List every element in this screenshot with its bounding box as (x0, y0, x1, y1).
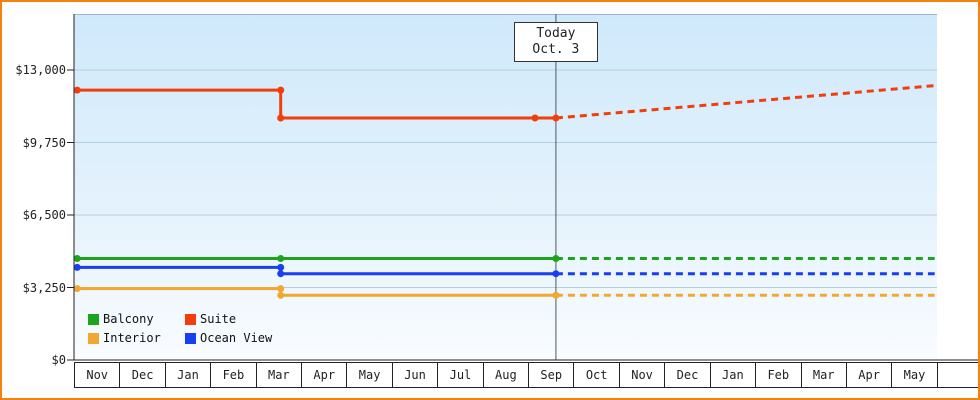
today-marker-line1: Today (536, 26, 576, 41)
x-axis-month-label: Feb (211, 363, 257, 387)
data-point-balcony (73, 255, 81, 262)
legend-color-swatch (88, 332, 99, 344)
legend-label: Balcony (103, 312, 154, 326)
legend-color-swatch (185, 313, 196, 325)
x-axis: Nov Dec Jan Feb Mar Apr May Jun Jul Aug Sep Oct Nov D… (74, 362, 978, 388)
x-axis-month-label: May (892, 363, 938, 387)
data-point-ocean-view (277, 263, 285, 271)
x-axis-month-label: Dec (120, 363, 166, 387)
x-axis-month-label: Dec (665, 363, 711, 387)
legend-item: Ocean View (185, 331, 272, 345)
x-axis-month-label: Mar (257, 363, 303, 387)
series-projection-suite (555, 84, 935, 120)
data-point-suite (277, 86, 285, 94)
x-axis-month-label: Apr (302, 363, 348, 387)
x-axis-month-label: Feb (756, 363, 802, 387)
y-axis-label: $3,250 (22, 280, 66, 295)
x-axis-month-label: Mar (802, 363, 847, 387)
legend-label: Interior (103, 331, 161, 345)
y-axis-label: $0 (51, 353, 66, 367)
x-axis-month-label: Nov (620, 363, 666, 387)
x-axis-month-label: Jul (438, 363, 484, 387)
legend-color-swatch (88, 313, 99, 325)
y-axis-label: $9,750 (22, 135, 66, 150)
data-point-balcony (277, 255, 285, 262)
data-point-suite (277, 114, 285, 122)
data-point-ocean-view (73, 263, 81, 271)
legend-label: Suite (200, 312, 237, 326)
y-axis-label: $6,500 (22, 208, 66, 222)
x-axis-empty-cell (938, 363, 978, 387)
data-point-interior (277, 291, 285, 299)
legend-item: Suite (185, 312, 272, 326)
data-point-ocean-view (552, 270, 560, 278)
legend-item: Interior (88, 331, 185, 345)
legend-label: Ocean View (200, 331, 273, 345)
x-axis-month-label: May (347, 363, 393, 387)
series-line-suite (77, 88, 556, 120)
series-line-interior (77, 287, 556, 297)
data-point-interior (73, 285, 81, 293)
x-axis-month-label: Apr (847, 363, 893, 387)
legend-color-swatch (185, 332, 196, 344)
data-point-interior (277, 285, 285, 293)
x-axis-month-label: Jun (393, 363, 439, 387)
plot-background (74, 14, 937, 361)
data-point-interior (552, 291, 560, 299)
data-point-suite (73, 86, 81, 94)
x-axis-month-label: Aug (484, 363, 530, 387)
data-point-balcony (552, 255, 560, 262)
x-axis-month-label: Jan (711, 363, 757, 387)
legend-item: Balcony (88, 312, 185, 326)
x-axis-month-label: Jan (166, 363, 212, 387)
legend: Balcony Suite Interior Ocean View (88, 312, 272, 345)
y-axis-label: $13,000 (15, 63, 66, 77)
x-axis-month-label: Sep (529, 363, 575, 387)
data-point-suite (531, 114, 539, 122)
series-line-ocean-view (77, 265, 556, 276)
data-point-suite (552, 114, 560, 122)
x-axis-month-label: Oct (574, 363, 620, 387)
data-point-ocean-view (277, 270, 285, 278)
today-marker-line2: Oct. 3 (532, 42, 580, 57)
today-marker-label: Today Oct. 3 (513, 22, 598, 62)
x-axis-month-label: Nov (75, 363, 121, 387)
